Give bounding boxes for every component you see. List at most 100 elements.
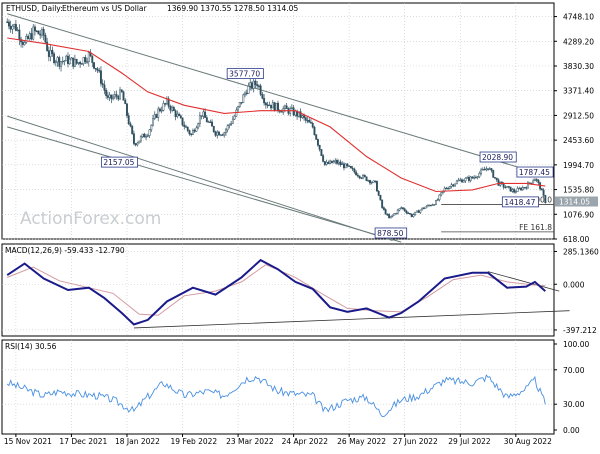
- price-ytick-label: 1076.90: [563, 210, 594, 219]
- candle-body: [461, 179, 463, 183]
- candle-body: [355, 171, 358, 176]
- macd-main-line: [6, 258, 546, 326]
- candle-body: [37, 30, 40, 35]
- candle-body: [483, 169, 486, 171]
- annotation-label: 2157.05: [103, 158, 134, 167]
- candle-body: [492, 170, 495, 178]
- candle-body: [283, 105, 286, 109]
- candle-body: [370, 182, 373, 184]
- candle-body: [197, 123, 200, 129]
- candle-body: [318, 144, 321, 150]
- candle-body: [207, 121, 210, 123]
- candle-body: [346, 163, 349, 167]
- candle-body: [221, 134, 224, 136]
- moving-average-line: [7, 37, 546, 193]
- candle-body: [25, 36, 28, 43]
- candle-body: [379, 194, 382, 201]
- candle-body: [422, 207, 425, 210]
- candle-body: [433, 204, 436, 206]
- candle-body: [98, 70, 101, 72]
- candle-body: [521, 187, 524, 191]
- candle-body: [325, 162, 328, 165]
- candle-body: [110, 94, 113, 100]
- macd-title: MACD(12,26,9) -59.433 -12.790: [5, 246, 125, 255]
- last-price-tag: 1314.05: [555, 196, 598, 207]
- macd-y-axis: 285.1360 0.000 -397.212: [554, 247, 599, 335]
- candle-body: [336, 160, 338, 164]
- candle-body: [303, 115, 305, 118]
- price-ytick-label: 1994.70: [563, 161, 594, 170]
- candle-body: [263, 98, 266, 104]
- candle-body: [369, 180, 371, 184]
- price-panel: ActionForex.com FE 100.0FE 161.8 3577.70…: [1, 2, 598, 244]
- candle-body: [408, 213, 411, 215]
- candle-body: [132, 133, 135, 144]
- candle-body: [134, 143, 137, 146]
- candle-body: [542, 189, 545, 196]
- chart-symbol: ETHUSD, Daily:: [6, 4, 63, 13]
- macd-trendlines: [133, 271, 570, 329]
- candle-body: [450, 184, 453, 187]
- price-ytick-label: 4748.10: [563, 13, 594, 22]
- candle-body: [150, 124, 153, 131]
- candle-body: [412, 214, 415, 217]
- candle-body: [520, 187, 522, 191]
- candle-body: [471, 176, 474, 179]
- candle-body: [384, 209, 387, 215]
- fib-label: FE 161.8: [519, 223, 552, 232]
- candle-body: [403, 208, 406, 212]
- annotation-box: [100, 156, 138, 168]
- last-price-tag-text: 1314.05: [559, 198, 590, 207]
- macd-panel: 285.1360 0.000 -397.212 MACD(12,26,9) -59.…: [1, 243, 599, 337]
- candle-body: [523, 187, 526, 189]
- candle-body: [75, 58, 78, 64]
- date-tick-label: 27 Jun 2022: [393, 437, 438, 446]
- candle-body: [216, 131, 219, 136]
- candle-body: [136, 142, 139, 146]
- candle-body: [152, 118, 154, 126]
- candle-body: [14, 23, 17, 31]
- candle-body: [310, 122, 312, 124]
- candle-body: [54, 61, 57, 64]
- candle-body: [431, 204, 434, 206]
- rsi-ytick-label: 30.00: [563, 400, 585, 409]
- candle-body: [251, 82, 253, 89]
- candle-body: [40, 29, 43, 36]
- annotation-box: [516, 166, 554, 178]
- candle-body: [99, 70, 102, 84]
- date-tick-label: 15 Nov 2021: [4, 437, 52, 446]
- candle-body: [143, 133, 146, 138]
- candle-body: [304, 117, 307, 121]
- candle-body: [39, 33, 42, 36]
- candle-body: [202, 111, 205, 117]
- candle-body: [103, 84, 106, 91]
- candle-body: [112, 96, 115, 100]
- channel-mid-line: [7, 126, 402, 243]
- candle-body: [238, 102, 241, 107]
- price-ytick-label: 2453.60: [563, 136, 594, 145]
- candle-body: [167, 98, 170, 107]
- candle-body: [452, 184, 455, 187]
- candle-body: [457, 179, 460, 182]
- candle-body: [169, 106, 172, 111]
- candle-body: [67, 55, 69, 65]
- candle-body: [188, 130, 191, 135]
- candle-body: [343, 163, 345, 169]
- date-tick-label: 19 Feb 2022: [171, 437, 218, 446]
- candle-body: [96, 68, 99, 71]
- last-price-tag-box: [555, 196, 598, 207]
- candle-body: [417, 210, 420, 213]
- macd-gridlines: [2, 244, 554, 336]
- candle-body: [285, 105, 288, 109]
- macd-trendline: [133, 310, 570, 329]
- candle-body: [72, 57, 75, 67]
- candle-body: [138, 140, 141, 144]
- candle-body: [181, 117, 184, 126]
- rsi-ytick-label: 70.00: [563, 366, 585, 375]
- candle-body: [157, 108, 160, 118]
- trend-channel: [7, 13, 546, 243]
- candle-body: [237, 106, 240, 111]
- candle-body: [466, 177, 469, 179]
